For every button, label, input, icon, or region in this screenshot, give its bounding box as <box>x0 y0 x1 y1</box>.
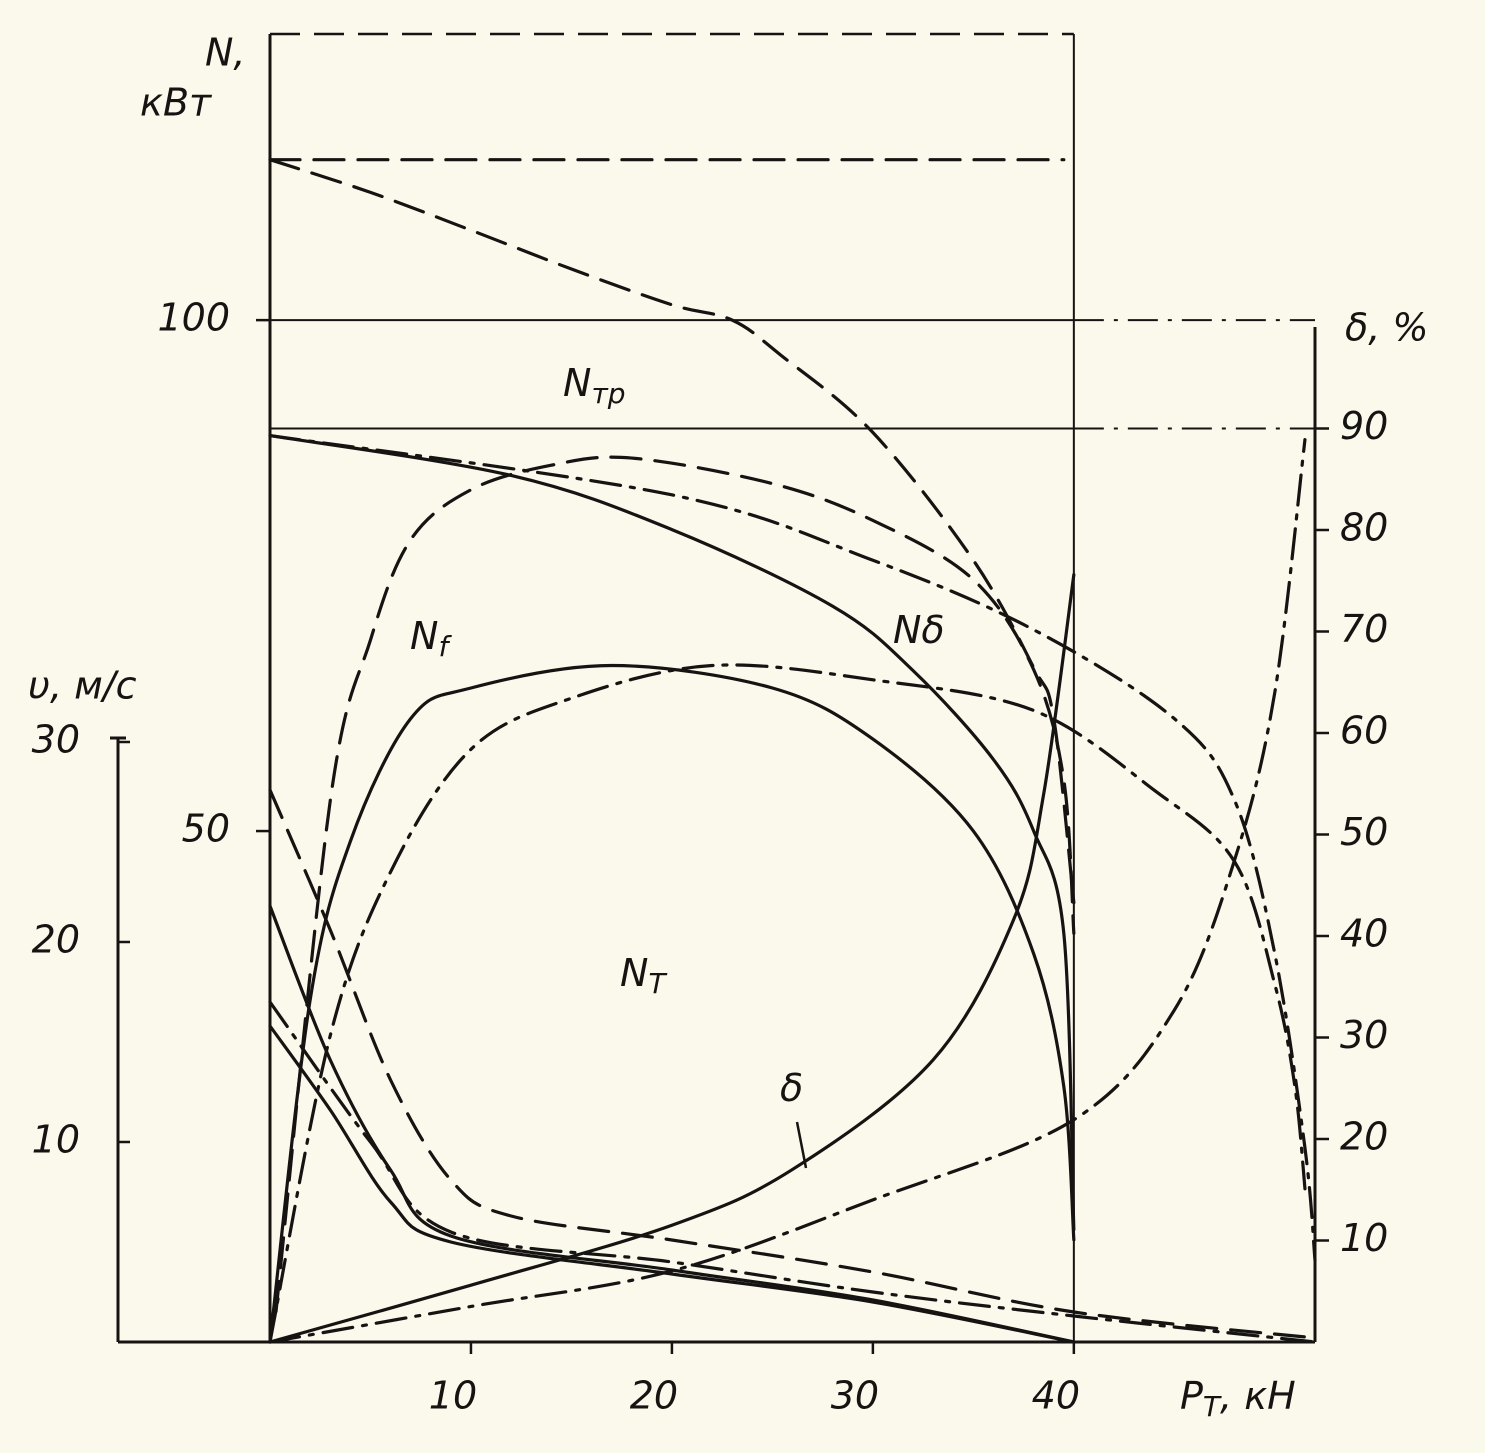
curve <box>268 904 1076 1344</box>
curve-label-main: N <box>620 951 648 995</box>
delta-pointer <box>795 1121 808 1169</box>
curve <box>268 438 1307 1344</box>
curve <box>268 158 1076 905</box>
x-label-main: P <box>1180 1374 1203 1418</box>
x-label-sub: T <box>1203 1390 1222 1423</box>
curve <box>268 1000 1317 1344</box>
curve <box>268 433 1076 1232</box>
curve <box>268 573 1076 1344</box>
y3-tick-label: 30 <box>32 718 80 762</box>
y-tick-label: 100 <box>157 296 230 340</box>
x-tick-label: 40 <box>1032 1374 1080 1418</box>
curve <box>274 455 1076 1313</box>
curve-label-main: N <box>563 361 591 405</box>
curve-label: NT <box>620 951 667 1001</box>
curve-label: Nδ <box>893 608 945 652</box>
curve <box>268 663 1307 1344</box>
curve <box>268 663 1076 1344</box>
y2-tick-label: 80 <box>1340 506 1388 550</box>
curve <box>268 1024 1076 1344</box>
y2-tick-label: 10 <box>1340 1216 1388 1260</box>
curve-label: δ <box>780 1066 803 1110</box>
y2-axis-label: δ, % <box>1345 306 1429 350</box>
y2-tick-label: 50 <box>1340 810 1388 854</box>
x-tick-label: 20 <box>630 1374 678 1418</box>
y2-tick-label: 40 <box>1340 912 1388 956</box>
y3-tick-label: 10 <box>32 1118 80 1162</box>
x-tick-label: 10 <box>429 1374 477 1418</box>
y2-tick-label: 90 <box>1340 404 1388 448</box>
x-label-unit: , кН <box>1220 1374 1296 1418</box>
x-axis-label: PT, кН <box>1180 1374 1296 1424</box>
curve <box>268 788 1317 1340</box>
curve-label-main: N <box>410 614 438 658</box>
y-axis-unit: кВт <box>140 81 213 125</box>
y3-tick-label: 20 <box>32 918 80 962</box>
curve <box>268 433 1317 1262</box>
y2-tick-label: 70 <box>1340 607 1388 651</box>
y2-tick-label: 30 <box>1340 1013 1388 1057</box>
y2-tick-label: 60 <box>1340 709 1388 753</box>
y3-axis-label: υ, м/с <box>28 664 137 708</box>
curve-label: Nтр <box>563 361 626 411</box>
curve-label-main: Nδ <box>893 608 945 652</box>
curve-label-sub: тр <box>591 377 625 410</box>
y2-tick-label: 20 <box>1340 1115 1388 1159</box>
curve-label-sub: T <box>648 967 667 1000</box>
curve-label-main: δ <box>780 1066 803 1110</box>
y-axis-label: N, <box>205 31 246 75</box>
y-tick-label: 50 <box>182 807 230 851</box>
x-tick-label: 30 <box>831 1374 879 1418</box>
